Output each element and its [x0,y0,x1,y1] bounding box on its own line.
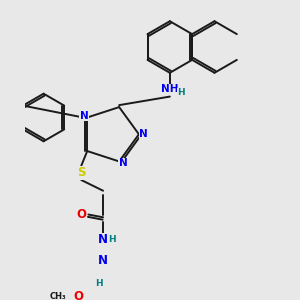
Text: O: O [73,290,83,300]
Text: CH₃: CH₃ [50,292,67,300]
Text: NH: NH [161,85,178,94]
Text: H: H [95,279,103,288]
Text: N: N [139,129,148,139]
Text: S: S [77,167,86,179]
Text: N: N [98,233,108,246]
Text: H: H [177,88,185,97]
Text: N: N [98,254,108,267]
Text: N: N [80,110,88,121]
Text: H: H [108,236,116,244]
Text: O: O [76,208,86,221]
Text: N: N [119,158,128,168]
